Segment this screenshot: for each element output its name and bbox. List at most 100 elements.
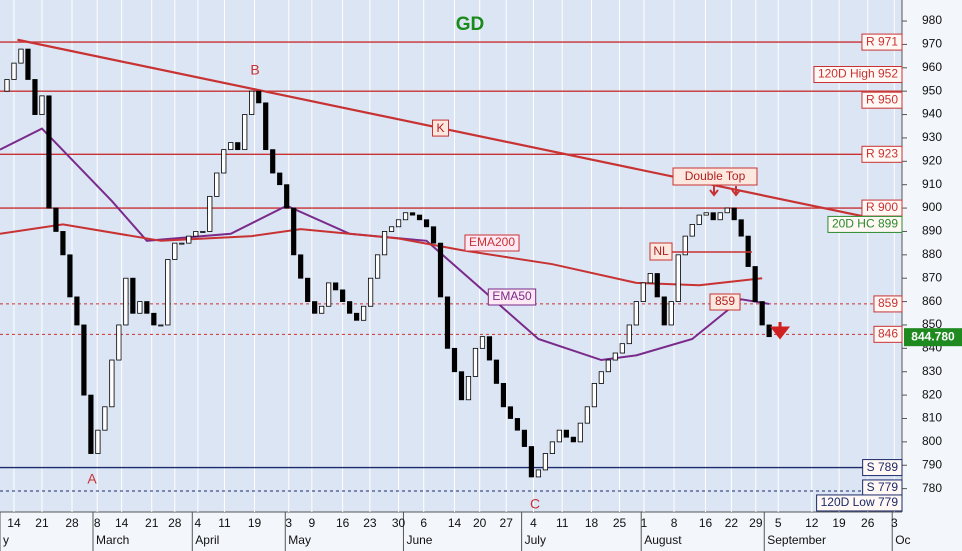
level-label: R 971 (866, 34, 898, 48)
candle-body (277, 172, 283, 186)
candle-body (11, 62, 17, 80)
grid (0, 0, 907, 551)
candle-body (507, 406, 514, 419)
candle-body (759, 301, 765, 326)
candle-body (549, 441, 555, 454)
y-tick-label: 820 (922, 387, 942, 401)
candle-body (4, 79, 10, 92)
candle-body (640, 282, 646, 302)
candle-body (563, 429, 569, 438)
month-label: August (644, 533, 682, 547)
candle-body (123, 277, 129, 326)
month-label: June (406, 533, 432, 547)
candle-body (626, 324, 632, 345)
y-tick-label: 910 (922, 177, 942, 191)
level-label: 120D Low 779 (821, 495, 899, 509)
candle-body (39, 95, 45, 115)
candle-body (102, 406, 108, 431)
y-tick-label: 920 (922, 153, 942, 167)
level-label-box (816, 494, 903, 512)
x-tick-label: 19 (832, 516, 846, 530)
candle-body (472, 347, 479, 377)
candle-body (88, 394, 94, 454)
level-label-box (861, 91, 903, 109)
month-label: Oc (895, 533, 910, 547)
candle-body (81, 324, 87, 396)
candle-body (109, 359, 115, 408)
x-tick-label: 3 (285, 516, 292, 530)
annotation: A (87, 471, 97, 487)
candle-body (598, 371, 604, 384)
candle-body (500, 383, 507, 408)
axis-background (0, 512, 902, 551)
candle-body (130, 277, 136, 314)
candle-body (682, 235, 688, 256)
candle-body (235, 142, 241, 151)
trendline (17, 38, 903, 226)
x-tick-label: 14 (7, 516, 21, 530)
chart-title: GD (456, 14, 485, 35)
level-label: S 779 (867, 480, 899, 494)
candle-body (703, 212, 709, 216)
candle-body (354, 312, 360, 321)
candle-body (381, 231, 388, 256)
last-price-label: 844.780 (911, 329, 955, 343)
level-label-box (873, 325, 903, 343)
candle-body (291, 207, 297, 256)
x-tick-label: 20 (473, 516, 487, 530)
y-tick-label: 890 (922, 224, 942, 238)
candle-body (172, 242, 178, 260)
x-tick-label: 28 (65, 516, 79, 530)
x-tick-label: 4 (530, 516, 537, 530)
candle-body (738, 219, 744, 237)
x-tick-label: 16 (336, 516, 350, 530)
x-tick-label: 9 (309, 516, 316, 530)
candle-body (249, 90, 255, 115)
candle-body (514, 418, 521, 431)
axis-background (902, 0, 962, 551)
level-label-box (861, 145, 903, 163)
candle-body (486, 336, 493, 361)
y-tick-label: 940 (922, 107, 942, 121)
x-tick-label: 18 (585, 516, 599, 530)
candle-body (179, 242, 185, 245)
candle-body (724, 207, 730, 214)
candle-body (200, 231, 206, 233)
x-tick-label: 1 (641, 516, 648, 530)
candle-body (367, 277, 374, 307)
candle-body (570, 436, 576, 443)
month-label: March (96, 533, 129, 547)
annotation-box (672, 167, 758, 186)
candle-body (116, 324, 122, 361)
level-label: 120D High 952 (818, 67, 898, 81)
candle-body (696, 214, 702, 225)
y-tick-label: 860 (922, 294, 942, 308)
candle-body (591, 383, 597, 408)
candle-body (465, 376, 472, 401)
legend-box (464, 234, 520, 252)
x-tick-label: 14 (448, 516, 462, 530)
level-label: R 923 (866, 146, 898, 160)
candle-body (710, 212, 716, 221)
candle-body (731, 207, 737, 221)
candle-body (186, 235, 192, 244)
trendline-label-box (432, 119, 450, 137)
plot-background (0, 0, 902, 512)
level-label: 20D HC 899 (832, 217, 898, 231)
candle-body (521, 429, 528, 447)
arrow (709, 186, 741, 197)
x-tick-label: 29 (749, 516, 763, 530)
candle-body (18, 48, 24, 64)
candle-body (584, 406, 590, 424)
x-tick-label: 21 (35, 516, 49, 530)
candle-body (528, 446, 535, 478)
candle-body (95, 429, 101, 454)
candle-body (556, 429, 562, 443)
level-label: S 789 (867, 460, 899, 474)
candle-body (165, 259, 171, 326)
x-tick-label: 8 (94, 516, 101, 530)
last-price-box (904, 328, 962, 347)
candle-body (256, 90, 262, 104)
levels (0, 41, 902, 492)
candle-body (67, 254, 73, 298)
